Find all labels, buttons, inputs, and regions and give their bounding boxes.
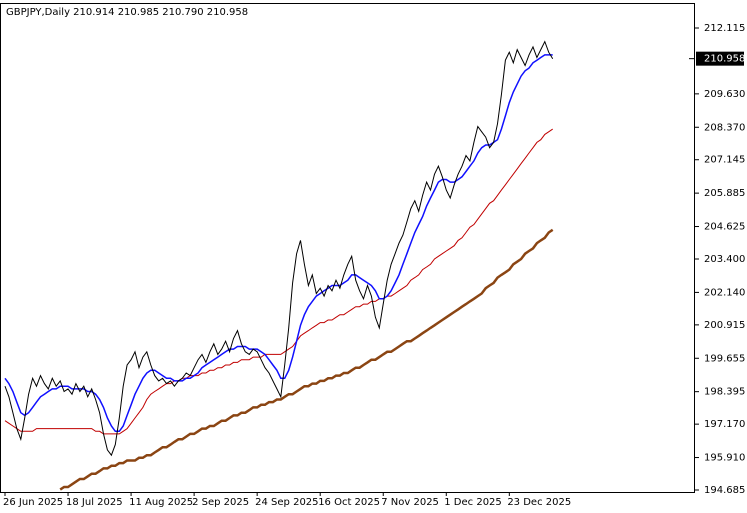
y-tick-label: 194.685: [704, 485, 745, 496]
last-price-label: 210.958: [704, 54, 745, 65]
y-tick-label: 212.115: [704, 23, 745, 34]
series-line: [59, 228, 554, 491]
y-tick-label: 209.630: [704, 89, 745, 100]
plot-frame: [0, 3, 695, 493]
y-tick-label: 205.885: [704, 188, 745, 199]
series-line: [4, 40, 554, 457]
x-tick-label: 23 Dec 2025: [507, 497, 571, 508]
series-line: [4, 54, 553, 433]
x-tick-label: 1 Dec 2025: [444, 497, 502, 508]
x-tick-label: 16 Oct 2025: [318, 497, 380, 508]
x-tick-label: 26 Jun 2025: [3, 497, 63, 508]
last-price-box: [696, 51, 744, 66]
y-tick-label: 207.145: [704, 155, 745, 166]
y-tick-label: 198.395: [704, 387, 745, 398]
x-tick-label: 2 Sep 2025: [192, 497, 249, 508]
chart-title: GBPJPY,Daily 210.914 210.985 210.790 210…: [6, 7, 248, 18]
series-line: [4, 128, 553, 435]
y-tick-label: 202.140: [704, 287, 745, 298]
y-tick-label: 197.170: [704, 419, 745, 430]
x-tick-label: 24 Sep 2025: [255, 497, 318, 508]
y-tick-label: 199.655: [704, 353, 745, 364]
y-tick-label: 195.910: [704, 453, 745, 464]
x-tick-label: 18 Jul 2025: [66, 497, 123, 508]
x-tick-label: 11 Aug 2025: [129, 497, 193, 508]
y-tick-label: 208.370: [704, 122, 745, 133]
y-tick-label: 200.915: [704, 320, 745, 331]
x-tick-label: 7 Nov 2025: [381, 497, 439, 508]
y-tick-label: 203.400: [704, 254, 745, 265]
y-tick-label: 204.625: [704, 222, 745, 233]
